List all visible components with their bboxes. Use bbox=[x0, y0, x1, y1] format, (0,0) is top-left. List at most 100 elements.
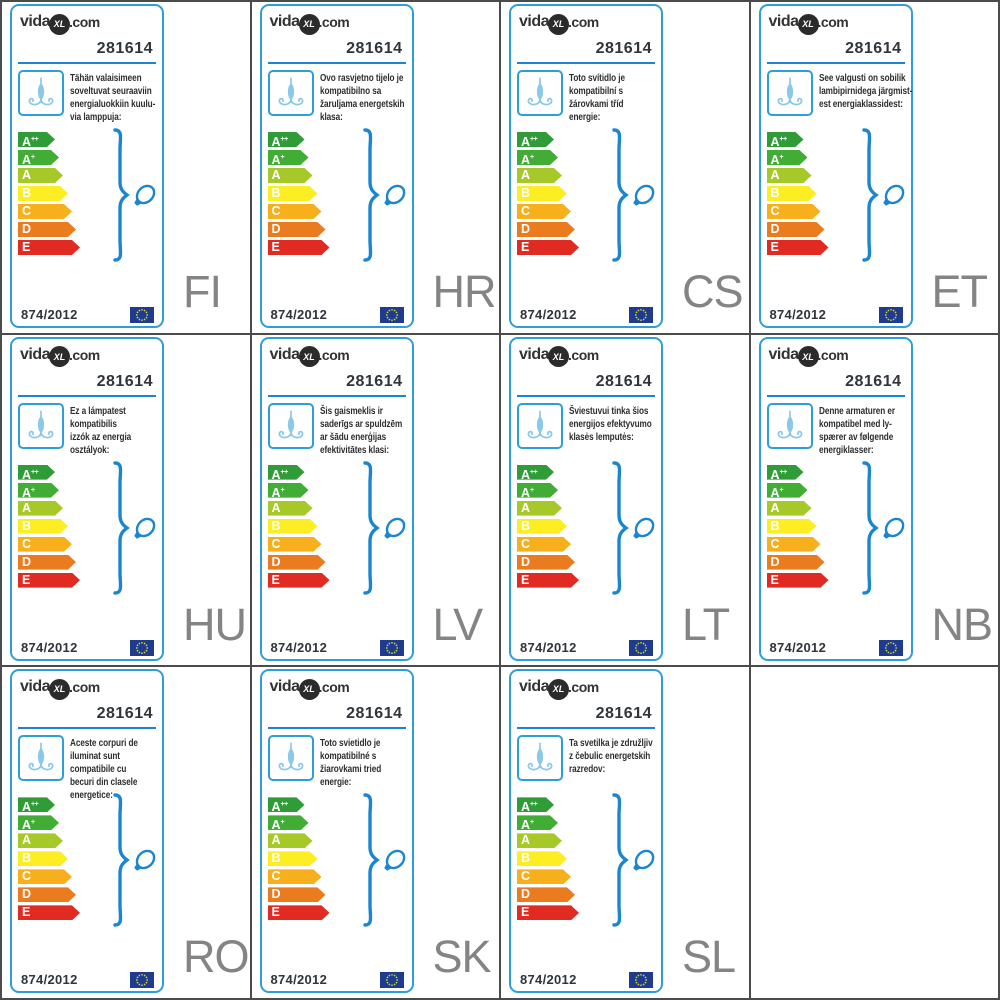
energy-class-arrow: E bbox=[767, 240, 829, 255]
energy-class-scale: A++ A+ A B C D E bbox=[268, 465, 330, 591]
empty-cell bbox=[750, 667, 998, 998]
energy-label-card: vida XL .com 281614 Ez a lámpatest kompat… bbox=[10, 336, 164, 661]
chandelier-icon-box bbox=[18, 70, 64, 116]
energy-class-arrow: E bbox=[767, 573, 829, 588]
eu-stars bbox=[385, 974, 398, 987]
chandelier-icon-box bbox=[18, 735, 64, 782]
energy-class-arrow: A+ bbox=[18, 815, 59, 830]
description-line: Tähän valaisimeen bbox=[70, 73, 142, 84]
regulation-number: 874/2012 bbox=[270, 307, 328, 322]
regulation-number: 874/2012 bbox=[769, 307, 827, 322]
vidaxl-logo: vida XL .com bbox=[270, 346, 350, 368]
light-bulb-icon bbox=[383, 184, 405, 206]
energy-class-scale: A++ A+ A B C D E bbox=[517, 465, 579, 591]
chandelier-icon bbox=[28, 742, 54, 771]
energy-class-arrow: E bbox=[268, 573, 330, 588]
light-bulb-icon bbox=[882, 184, 904, 206]
product-code: 281614 bbox=[595, 40, 652, 57]
divider-line bbox=[267, 727, 406, 730]
curly-brace bbox=[113, 793, 130, 928]
energy-class-arrow: C bbox=[767, 204, 821, 219]
energy-label-card: vida XL .com 281614 Ovo rasvjetno tijelo… bbox=[259, 4, 414, 328]
eu-flag-icon bbox=[379, 307, 404, 323]
logo-text-vida: vida bbox=[519, 678, 550, 696]
divider-line bbox=[267, 62, 406, 64]
chandelier-icon-box bbox=[18, 402, 64, 449]
energy-class-arrow: B bbox=[517, 851, 567, 866]
energy-class-arrow: C bbox=[268, 204, 322, 219]
description-line: kompatibilné s bbox=[319, 751, 376, 763]
language-code: RO bbox=[183, 931, 249, 983]
energy-label-card: vida XL .com 281614 Denne armaturen er ko… bbox=[758, 336, 913, 661]
label-cell: vida XL .com 281614 Toto svietidlo je kom… bbox=[251, 667, 499, 998]
description-line: osztályok: bbox=[70, 444, 110, 456]
product-code: 281614 bbox=[96, 705, 153, 723]
energy-class-arrow: A bbox=[767, 501, 812, 516]
vidaxl-circle-icon: XL bbox=[298, 678, 320, 700]
logo-text-com: .com bbox=[318, 14, 350, 30]
chandelier-icon bbox=[777, 77, 802, 106]
regulation-number: 874/2012 bbox=[769, 639, 827, 655]
regulation-number: 874/2012 bbox=[520, 639, 577, 655]
description-line: Ez a lámpatest bbox=[70, 405, 126, 417]
energy-class-arrow: B bbox=[268, 186, 318, 201]
energy-class-arrow: A+ bbox=[18, 150, 59, 165]
product-code: 281614 bbox=[845, 40, 902, 57]
divider-line bbox=[517, 394, 655, 397]
curly-brace bbox=[612, 460, 629, 595]
vidaxl-circle-icon: XL bbox=[49, 678, 71, 700]
vidaxl-circle-icon: XL bbox=[49, 13, 71, 35]
description-line: z čebulic energetskih bbox=[569, 751, 651, 763]
description-line: energie: bbox=[319, 777, 351, 789]
language-code: CS bbox=[682, 266, 744, 317]
chandelier-icon-box bbox=[267, 402, 314, 449]
energy-class-arrow: C bbox=[18, 204, 72, 219]
energy-class-arrow: C bbox=[517, 204, 571, 219]
chandelier-icon bbox=[278, 742, 303, 771]
energy-class-arrow: E bbox=[517, 573, 579, 588]
energy-class-arrow: C bbox=[517, 537, 571, 552]
energy-class-arrow: A++ bbox=[767, 465, 804, 480]
curly-brace bbox=[113, 460, 130, 595]
compatibility-text: Tähän valaisimeen soveltuvat seuraaviin en… bbox=[70, 72, 156, 124]
eu-flag-icon bbox=[379, 972, 404, 989]
product-code: 281614 bbox=[96, 372, 153, 390]
description-line: est energiaklassidest: bbox=[818, 99, 903, 110]
eu-flag-icon bbox=[878, 639, 903, 656]
regulation-number: 874/2012 bbox=[270, 639, 328, 655]
description-line: Denne armaturen er bbox=[818, 405, 895, 417]
compatibility-text: Šviestuvui tinka šios energijos efektyvum… bbox=[569, 405, 652, 444]
description-line: via lamppuja: bbox=[70, 112, 122, 123]
curly-brace bbox=[612, 128, 629, 262]
label-cell: vida XL .com 281614 Ovo rasvjetno tijelo… bbox=[251, 2, 499, 333]
label-cell: vida XL .com 281614 Ez a lámpatest kompat… bbox=[2, 334, 250, 666]
description-line: energialuokkiin kuulu- bbox=[70, 99, 156, 110]
regulation-number: 874/2012 bbox=[520, 307, 577, 322]
energy-class-arrow: D bbox=[18, 222, 76, 237]
eu-stars bbox=[634, 974, 648, 987]
description-line: See valgusti on sobilik bbox=[818, 73, 906, 84]
description-line: žaruljama energetskih bbox=[319, 99, 405, 110]
vidaxl-logo: vida XL .com bbox=[769, 13, 849, 35]
description-line: Toto svietidlo je bbox=[319, 738, 381, 750]
label-cell: vida XL .com 281614 Aceste corpuri de ilu… bbox=[2, 667, 250, 998]
chandelier-icon bbox=[777, 410, 802, 439]
eu-stars bbox=[135, 974, 149, 987]
description-line: Ta svetilka je združljiv bbox=[569, 738, 653, 750]
energy-class-arrow: B bbox=[18, 519, 68, 534]
product-code: 281614 bbox=[346, 40, 403, 57]
chandelier-icon bbox=[278, 77, 303, 106]
description-line: Šis gaismeklis ir bbox=[319, 405, 383, 417]
logo-text-vida: vida bbox=[20, 678, 51, 696]
curly-brace bbox=[362, 460, 380, 595]
energy-class-scale: A++ A+ A B C D E bbox=[18, 797, 80, 923]
curly-brace bbox=[612, 793, 629, 928]
chandelier-icon bbox=[278, 410, 303, 439]
light-bulb-icon bbox=[882, 517, 904, 539]
light-bulb-icon bbox=[383, 517, 405, 539]
divider-line bbox=[267, 394, 406, 397]
description-line: saderīgs ar spuldzēm bbox=[319, 418, 402, 430]
eu-stars bbox=[884, 308, 897, 322]
energy-class-arrow: D bbox=[18, 555, 76, 570]
